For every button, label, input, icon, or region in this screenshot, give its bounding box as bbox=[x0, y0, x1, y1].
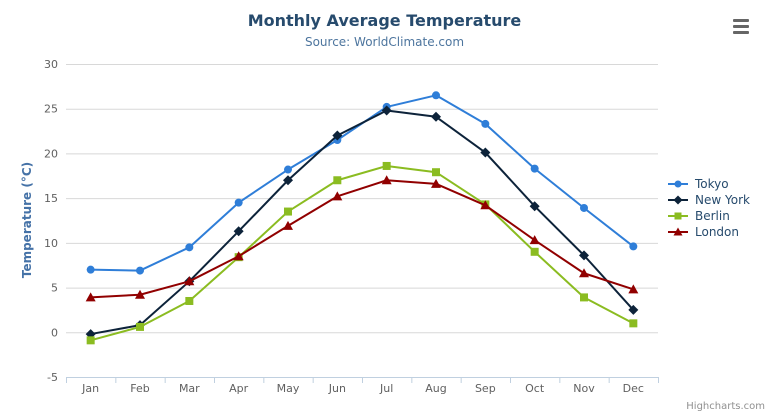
x-tick-label: Sep bbox=[475, 382, 496, 395]
legend-label: Berlin bbox=[695, 209, 730, 223]
data-point[interactable] bbox=[283, 220, 293, 230]
x-tick-label: Jan bbox=[81, 382, 99, 395]
data-point[interactable] bbox=[629, 319, 638, 328]
x-tick-label: Aug bbox=[425, 382, 446, 395]
legend-item-berlin[interactable]: Berlin bbox=[668, 208, 750, 224]
data-point[interactable] bbox=[629, 242, 638, 251]
data-point[interactable] bbox=[674, 212, 682, 220]
data-point[interactable] bbox=[432, 91, 440, 100]
x-tick-label: Dec bbox=[623, 382, 644, 395]
data-point[interactable] bbox=[673, 195, 683, 205]
data-point[interactable] bbox=[86, 336, 95, 345]
legend-label: London bbox=[695, 225, 739, 239]
data-point[interactable] bbox=[284, 207, 292, 216]
legend-label: Tokyo bbox=[695, 177, 729, 191]
legend-marker-square-icon bbox=[668, 212, 688, 220]
data-point[interactable] bbox=[579, 268, 589, 278]
legend: Tokyo New York Berlin London bbox=[668, 176, 750, 240]
data-point[interactable] bbox=[579, 250, 589, 261]
data-point[interactable] bbox=[381, 175, 392, 185]
data-point[interactable] bbox=[530, 247, 539, 256]
data-point[interactable] bbox=[431, 111, 441, 122]
y-tick-label: 30 bbox=[44, 58, 58, 71]
y-tick-label: 20 bbox=[44, 147, 58, 160]
data-point[interactable] bbox=[481, 119, 490, 128]
y-tick-label: 15 bbox=[44, 192, 58, 205]
data-point[interactable] bbox=[136, 266, 144, 275]
data-point[interactable] bbox=[184, 276, 195, 286]
y-tick-label: 0 bbox=[51, 326, 58, 339]
y-tick-label: 10 bbox=[44, 237, 58, 250]
data-point[interactable] bbox=[480, 200, 491, 210]
series-tokyo bbox=[86, 91, 638, 275]
hamburger-icon bbox=[733, 30, 749, 34]
data-point[interactable] bbox=[333, 176, 342, 185]
legend-label: New York bbox=[695, 193, 750, 207]
series-line-new-york bbox=[89, 109, 635, 336]
data-point[interactable] bbox=[332, 191, 343, 201]
data-point[interactable] bbox=[185, 243, 194, 252]
y-tick-label: -5 bbox=[47, 371, 58, 384]
chart-title: Monthly Average Temperature bbox=[247, 11, 522, 30]
series-line-tokyo bbox=[89, 94, 635, 272]
data-point[interactable] bbox=[431, 178, 441, 188]
credits-link[interactable]: Highcharts.com bbox=[686, 401, 765, 412]
data-point[interactable] bbox=[529, 201, 540, 212]
data-point[interactable] bbox=[674, 180, 682, 188]
data-point[interactable] bbox=[673, 227, 683, 236]
data-point[interactable] bbox=[628, 284, 639, 294]
y-axis-title: Temperature (°C) bbox=[20, 161, 34, 279]
data-point[interactable] bbox=[233, 226, 244, 237]
legend-marker-diamond-icon bbox=[668, 195, 688, 205]
series-line-berlin bbox=[89, 164, 635, 342]
data-point[interactable] bbox=[233, 251, 244, 261]
data-point[interactable] bbox=[529, 235, 540, 245]
series-line-london bbox=[89, 179, 635, 299]
data-point[interactable] bbox=[136, 322, 144, 331]
data-point[interactable] bbox=[185, 296, 194, 305]
legend-marker-triangle-icon bbox=[668, 227, 688, 236]
data-point[interactable] bbox=[283, 175, 293, 186]
chart-context-menu-button[interactable] bbox=[729, 15, 753, 37]
data-point[interactable] bbox=[284, 165, 292, 174]
y-tick-label: 5 bbox=[51, 282, 58, 295]
data-point[interactable] bbox=[530, 164, 539, 173]
data-point[interactable] bbox=[234, 198, 243, 207]
legend-item-tokyo[interactable]: Tokyo bbox=[668, 176, 750, 192]
data-point[interactable] bbox=[86, 265, 95, 274]
data-point[interactable] bbox=[480, 147, 491, 158]
chart-subtitle: Source: WorldClimate.com bbox=[304, 35, 465, 49]
data-point[interactable] bbox=[85, 292, 96, 302]
y-tick-label: 25 bbox=[44, 103, 58, 116]
x-tick-label: Feb bbox=[130, 382, 149, 395]
series-london bbox=[85, 175, 639, 302]
data-point[interactable] bbox=[332, 130, 343, 141]
data-point[interactable] bbox=[628, 304, 639, 315]
y-gridlines bbox=[66, 64, 658, 378]
hamburger-icon bbox=[733, 24, 749, 28]
x-tick-label: Mar bbox=[179, 382, 200, 395]
data-point[interactable] bbox=[135, 289, 145, 299]
data-point[interactable] bbox=[580, 293, 588, 302]
x-axis: Jan Feb Mar Apr May Jun Jul Aug Sep Oct Nov Dec bbox=[66, 377, 659, 395]
series-new-york bbox=[85, 105, 639, 340]
data-point[interactable] bbox=[381, 105, 392, 116]
y-axis-labels: 30 25 20 15 10 5 0 -5 bbox=[44, 58, 58, 384]
legend-marker-circle-icon bbox=[668, 180, 688, 188]
x-tick-label: Nov bbox=[573, 382, 595, 395]
x-tick-label: Oct bbox=[525, 382, 545, 395]
x-tick-label: Apr bbox=[229, 382, 249, 395]
x-tick-label: Jun bbox=[328, 382, 346, 395]
hamburger-icon bbox=[733, 18, 749, 22]
data-point[interactable] bbox=[580, 203, 588, 212]
legend-item-new-york[interactable]: New York bbox=[668, 192, 750, 208]
legend-item-london[interactable]: London bbox=[668, 224, 750, 240]
x-tick-label: May bbox=[277, 382, 300, 395]
data-point[interactable] bbox=[382, 161, 391, 170]
data-point[interactable] bbox=[432, 168, 440, 177]
x-tick-label: Jul bbox=[379, 382, 393, 395]
